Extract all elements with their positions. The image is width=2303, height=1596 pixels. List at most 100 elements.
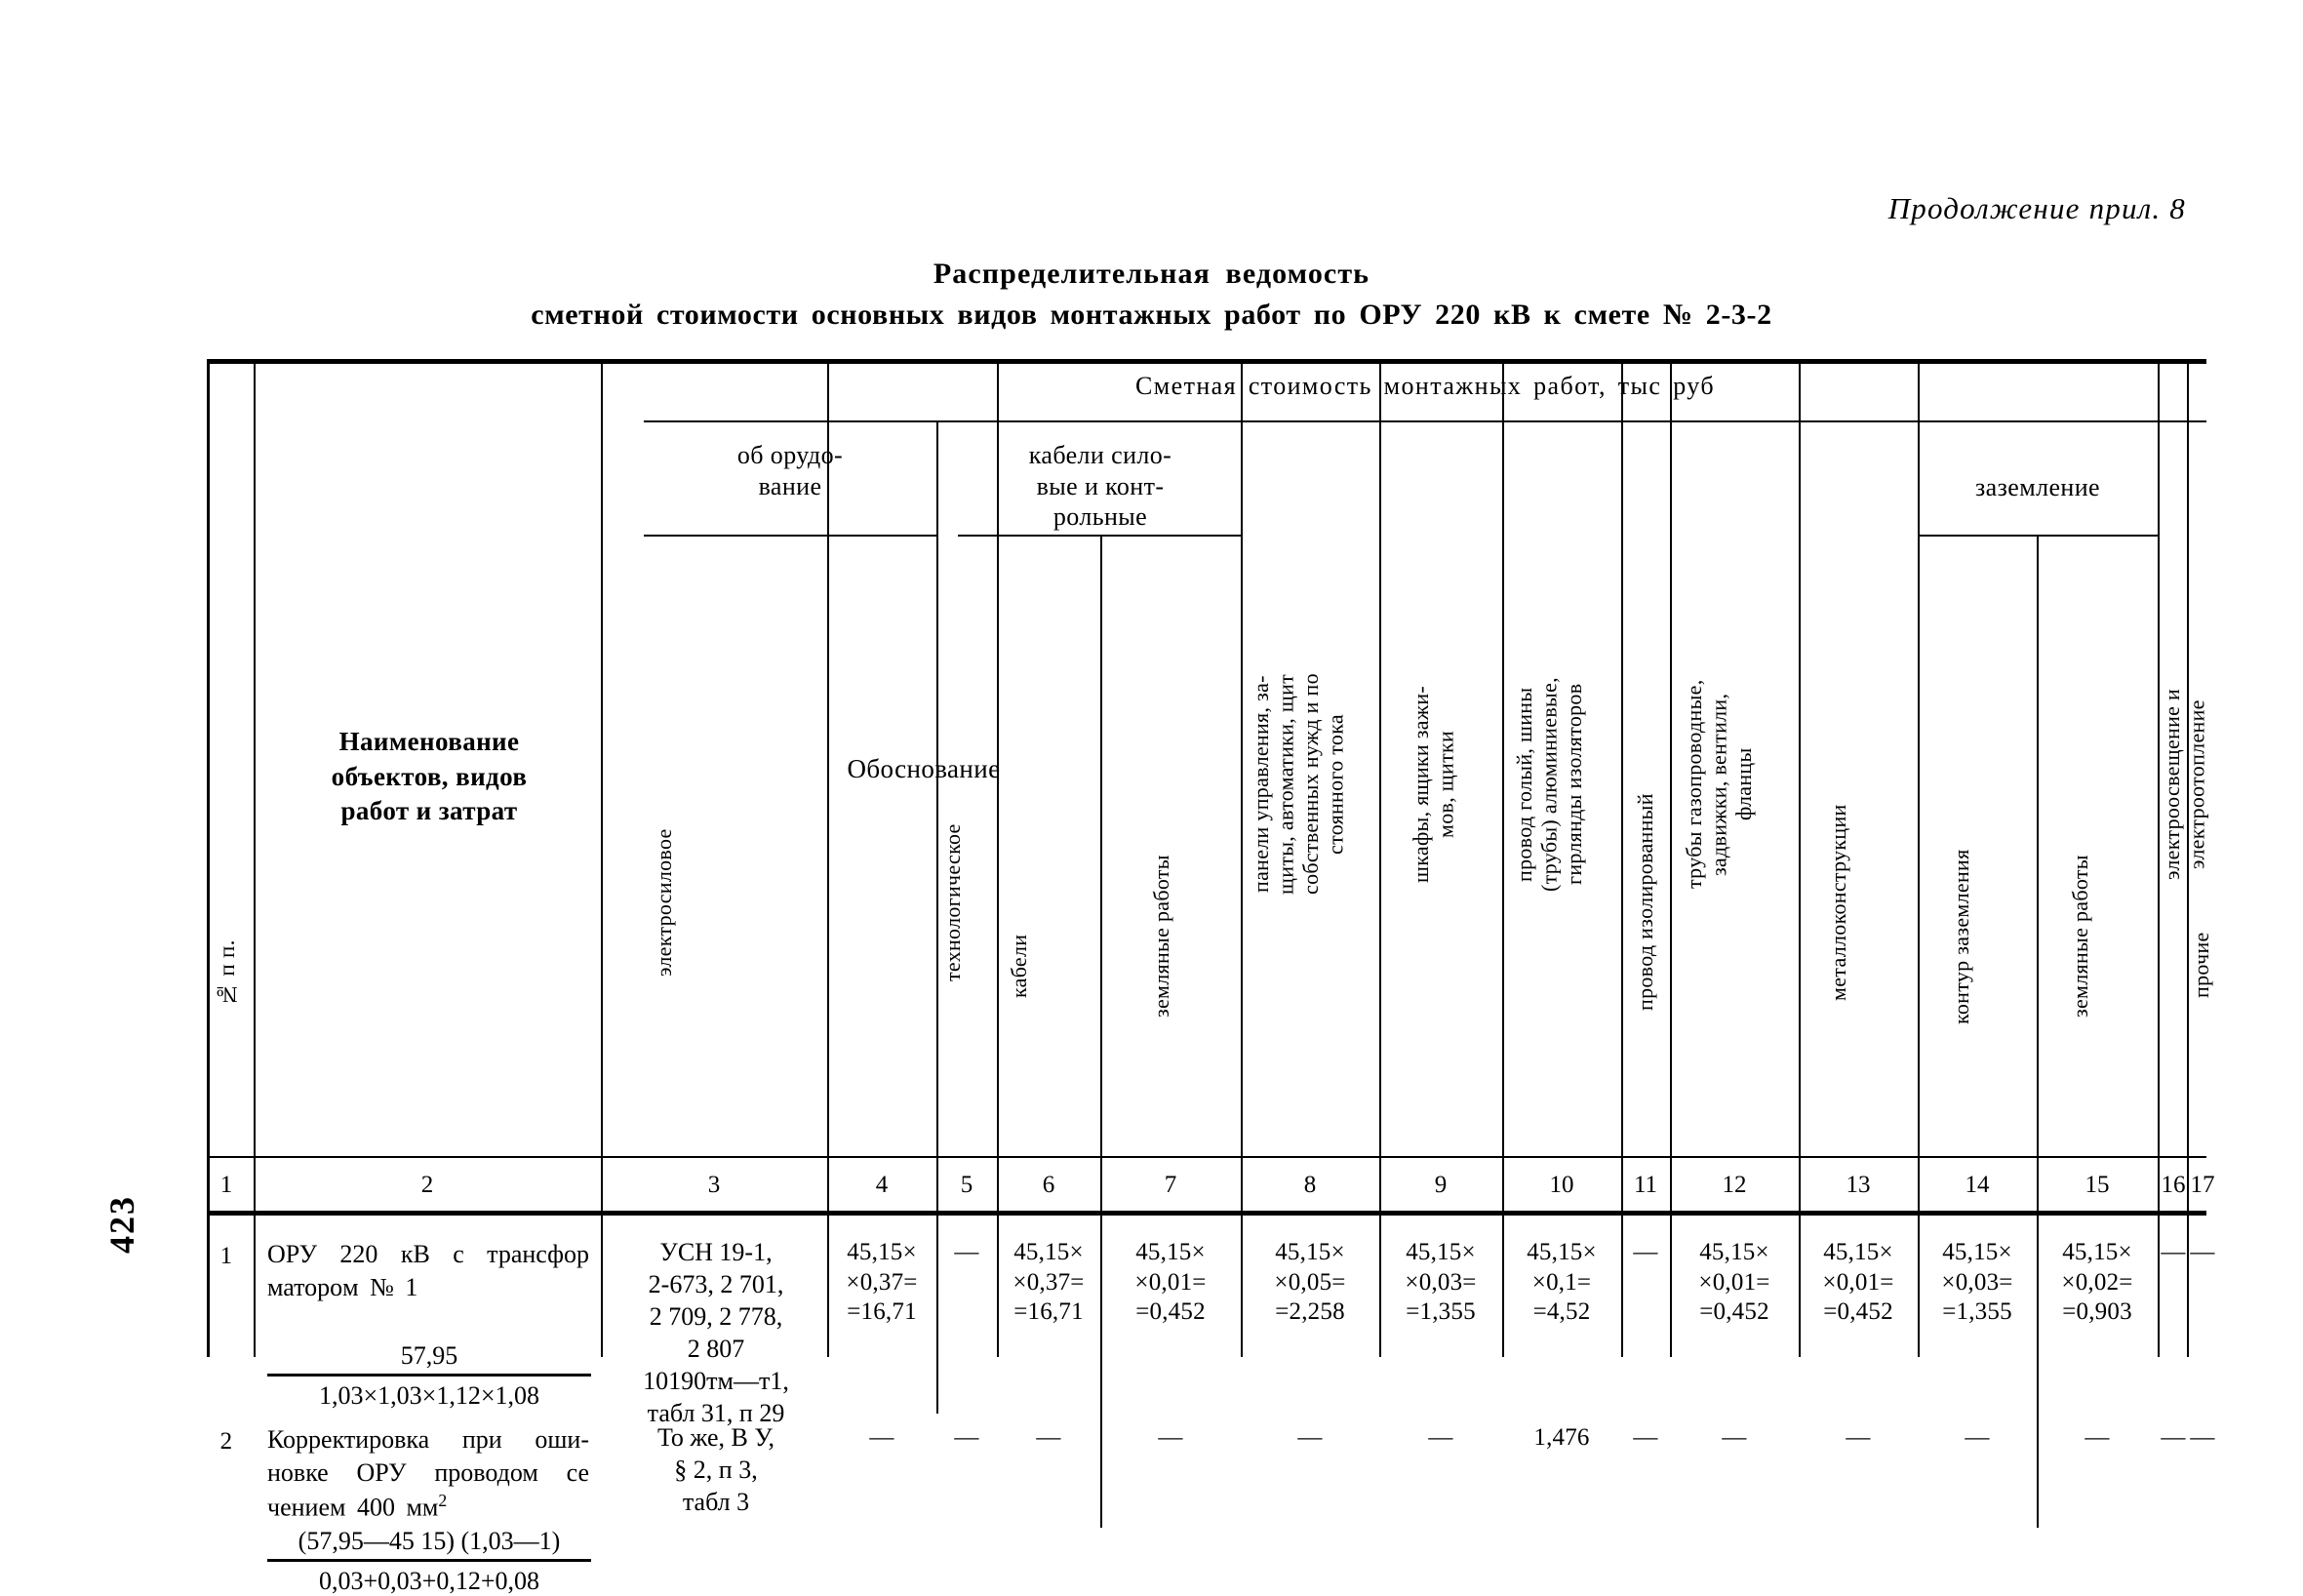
rule-under-equipment-group	[644, 535, 936, 537]
cell-r2c11: —	[1633, 1424, 1658, 1451]
fraction-denominator: 0,03+0,03+0,12+0,08	[319, 1567, 539, 1595]
group-header-grounding: заземление	[1975, 473, 2100, 501]
cell-r1c11: —	[1633, 1239, 1658, 1265]
column-header-pipes-valves: трубы газопроводные, задвижки, вентили, …	[1682, 679, 1757, 890]
cell-r2c8: —	[1297, 1424, 1323, 1451]
row-object-name: Корректировка при оши- новке ОРУ проводо…	[267, 1423, 589, 1524]
vrule-col15	[2158, 364, 2160, 1357]
cell-r2c4: —	[869, 1424, 894, 1451]
fraction-numerator: 57,95	[400, 1341, 458, 1370]
row-fraction: (57,95—45 15) (1,03—1) 0,03+0,03+0,12+0,…	[267, 1527, 591, 1596]
fraction-bar	[267, 1374, 591, 1377]
colnum-1: 1	[219, 1172, 233, 1198]
vrule-col6	[1100, 535, 1102, 1528]
title-block: Распределительная ведомость сметной стои…	[0, 258, 2303, 332]
colnum-11: 11	[1633, 1172, 1658, 1198]
cell-r2c17: —	[2190, 1424, 2215, 1451]
colnum-15: 15	[2085, 1172, 2110, 1198]
fraction-denominator: 1,03×1,03×1,12×1,08	[319, 1381, 539, 1410]
cell-r1c5: —	[954, 1239, 979, 1265]
vrule-col5	[997, 364, 999, 1357]
column-header-cables: кабели	[1007, 934, 1031, 998]
rule-above-colnums	[207, 1156, 2206, 1158]
colnum-13: 13	[1846, 1172, 1871, 1198]
colnum-12: 12	[1722, 1172, 1747, 1198]
cell-r1c15: 45,15× ×0,02= =0,903	[2061, 1239, 2133, 1325]
column-header-earthworks-grounding: земляные работы	[2068, 855, 2092, 1018]
column-header-electric-power-equipment: электросиловое	[652, 828, 676, 977]
colnum-6: 6	[1042, 1172, 1055, 1198]
vrule-col4	[936, 420, 938, 1414]
row-number: 1	[219, 1243, 233, 1269]
colnum-17: 17	[2190, 1172, 2215, 1198]
rule-under-colnums	[207, 1211, 2206, 1216]
cell-r2c6: —	[1036, 1424, 1061, 1451]
cell-r2c14: —	[1965, 1424, 1990, 1451]
cell-r1c4: 45,15× ×0,37= =16,71	[846, 1239, 918, 1325]
vrule-col8	[1379, 364, 1381, 1357]
header-object-name: Наименование объектов, видов работ и зат…	[331, 727, 528, 826]
colnum-10: 10	[1549, 1172, 1574, 1198]
column-header-metal-structures: металлоконструкции	[1826, 804, 1850, 1001]
vrule-col12	[1799, 364, 1801, 1357]
colnum-8: 8	[1303, 1172, 1317, 1198]
row-number: 2	[219, 1428, 233, 1455]
cell-r1c16: —	[2161, 1239, 2186, 1265]
cell-r2c16: —	[2161, 1424, 2186, 1451]
cell-r2c10: 1,476	[1533, 1424, 1590, 1451]
colnum-3: 3	[707, 1172, 721, 1198]
cell-r1c9: 45,15× ×0,03= =1,355	[1405, 1239, 1477, 1325]
colnum-14: 14	[1965, 1172, 1990, 1198]
column-header-control-panels: панели управления, за- щиты, автоматики,…	[1249, 673, 1348, 896]
colnum-5: 5	[960, 1172, 973, 1198]
column-header-insulated-wire: провод изолированный	[1633, 793, 1657, 1012]
cell-r1c13: 45,15× ×0,01= =0,452	[1822, 1239, 1894, 1325]
vrule-col7	[1241, 364, 1243, 1357]
cell-r2c13: —	[1846, 1424, 1871, 1451]
column-header-earthworks-cables: земляные работы	[1149, 855, 1173, 1018]
vrule-col3	[827, 364, 829, 1357]
group-header-cables: кабели сило- вые и конт- рольные	[1028, 441, 1172, 532]
page-number: 423	[102, 1195, 141, 1254]
column-header-process-equipment: технологическое	[940, 823, 965, 981]
super-header-estimated-cost: Сметная стоимость монтажных работ, тыс р…	[1135, 372, 1715, 400]
cell-r2c12: —	[1722, 1424, 1747, 1451]
vrule-col2	[601, 364, 603, 1357]
row-object-name-superscript: 2	[438, 1490, 448, 1510]
row-object-name: ОРУ 220 кВ с трансфор маторoм № 1	[267, 1238, 589, 1304]
cell-r2c9: —	[1428, 1424, 1453, 1451]
colnum-7: 7	[1164, 1172, 1177, 1198]
cell-r1c14: 45,15× ×0,03= =1,355	[1941, 1239, 2013, 1325]
vrule-col13	[1918, 364, 1920, 1357]
rule-under-super-header	[644, 420, 2206, 422]
vrule-left-edge	[207, 364, 210, 1357]
row-object-name-text: ОРУ 220 кВ с трансфор маторoм № 1	[267, 1240, 589, 1301]
cell-r1c7: 45,15× ×0,01= =0,452	[1134, 1239, 1207, 1325]
colnum-16: 16	[2161, 1172, 2186, 1198]
row-object-name-text: Корректировка при оши- новке ОРУ проводо…	[267, 1425, 589, 1522]
colnum-4: 4	[875, 1172, 889, 1198]
group-header-equipment: об орудо- вание	[736, 441, 844, 500]
cell-r1c12: 45,15× ×0,01= =0,452	[1698, 1239, 1770, 1325]
cell-r1c17: —	[2190, 1239, 2215, 1265]
column-header-other: прочие	[2189, 932, 2213, 998]
cell-r2c15: —	[2085, 1424, 2110, 1451]
cell-r1c10: 45,15× ×0,1= =4,52	[1527, 1239, 1597, 1325]
row-fraction: 57,95 1,03×1,03×1,12×1,08	[267, 1341, 591, 1411]
vrule-col10	[1621, 364, 1623, 1357]
vrule-col9	[1502, 364, 1504, 1357]
header-row-number: № п п.	[215, 939, 239, 1008]
column-header-cabinets-boxes: шкафы, ящики зажи- мов, щитки	[1409, 685, 1458, 884]
vrule-col14	[2037, 535, 2039, 1528]
colnum-2: 2	[420, 1172, 434, 1198]
vrule-col16	[2187, 364, 2189, 1357]
rule-under-cables-group	[958, 535, 1241, 537]
page-subtitle: сметной стоимости основных видов монтажн…	[531, 299, 1772, 331]
column-header-ground-loop: контур заземления	[1949, 849, 1973, 1024]
column-header-bare-wire-busbars: провод голый, шины (трубы) алюминиевые, …	[1512, 677, 1587, 892]
ledger-table: Сметная стоимость монтажных работ, тыс р…	[207, 359, 2215, 1595]
colnum-9: 9	[1434, 1172, 1448, 1198]
vrule-col11	[1670, 364, 1672, 1357]
vrule-col1	[254, 364, 256, 1357]
continuation-note: Продолжение прил. 8	[1887, 191, 2186, 225]
